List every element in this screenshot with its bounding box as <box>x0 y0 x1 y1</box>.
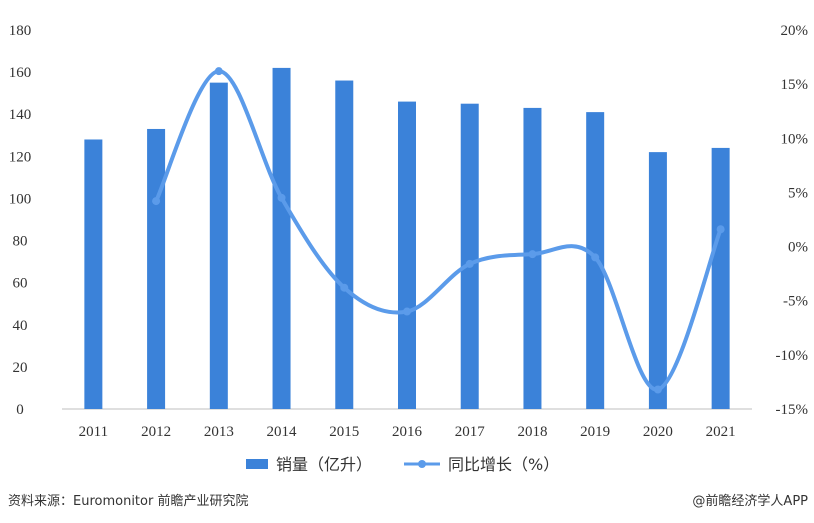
growth-point-2018 <box>528 250 537 259</box>
left-tick-label: 60 <box>13 276 28 292</box>
right-tick-label: -10% <box>776 348 809 364</box>
bar-2012 <box>147 128 166 409</box>
x-tick-label: 2019 <box>580 424 610 440</box>
growth-point-2013 <box>214 67 223 76</box>
left-tick-label: 160 <box>9 65 32 81</box>
x-tick-label: 2020 <box>643 424 673 440</box>
bar-2017 <box>460 103 479 409</box>
credit-note: @前瞻经济学人APP <box>692 493 808 509</box>
right-tick-label: 10% <box>781 131 809 147</box>
x-tick-label: 2014 <box>267 424 298 440</box>
legend-line-marker <box>418 460 426 468</box>
bar-2015 <box>335 80 354 410</box>
right-tick-label: -15% <box>776 402 809 418</box>
right-tick-label: -5% <box>783 294 808 310</box>
left-tick-label: 180 <box>9 23 32 39</box>
legend-bar-swatch <box>246 459 268 469</box>
right-tick-label: 5% <box>788 185 808 201</box>
growth-point-2014 <box>277 193 286 202</box>
x-tick-label: 2016 <box>392 424 423 440</box>
x-axis: 2011 2012 2013 2014 2015 2016 2017 2018 2019 2020… <box>79 424 736 440</box>
growth-point-2019 <box>591 253 600 262</box>
left-tick-label: 120 <box>9 149 32 165</box>
left-tick-label: 20 <box>13 360 28 376</box>
x-tick-label: 2021 <box>706 424 736 440</box>
right-tick-label: 20% <box>781 23 809 39</box>
bar-2013 <box>209 82 228 409</box>
left-axis: 0 20 40 60 80 100 120 140 160 180 <box>9 23 32 418</box>
x-tick-label: 2017 <box>455 424 486 440</box>
bar-2016 <box>398 101 416 409</box>
growth-point-2015 <box>340 283 349 292</box>
left-tick-label: 140 <box>9 107 32 123</box>
source-note: 资料来源：Euromonitor 前瞻产业研究院 <box>8 493 248 509</box>
x-tick-label: 2015 <box>329 424 359 440</box>
left-tick-label: 40 <box>13 318 28 334</box>
left-tick-label: 100 <box>9 191 32 207</box>
bar-2014 <box>272 67 291 410</box>
bar-2021 <box>711 147 730 409</box>
legend-line-label: 同比增长（%） <box>448 455 559 474</box>
growth-line <box>154 69 723 392</box>
x-tick-label: 2012 <box>141 424 171 440</box>
growth-point-2017 <box>465 259 474 268</box>
growth-point-2012 <box>152 197 161 206</box>
legend-bar-label: 销量（亿升） <box>276 455 372 474</box>
right-tick-label: 0% <box>788 240 808 256</box>
legend: 销量（亿升） 同比增长（%） <box>246 455 559 474</box>
growth-point-2020 <box>653 385 662 394</box>
growth-point-2016 <box>403 307 411 316</box>
x-tick-label: 2013 <box>204 424 234 440</box>
bar-series <box>84 67 730 410</box>
growth-point-2021 <box>716 225 725 234</box>
line-series <box>152 67 725 394</box>
x-tick-label: 2018 <box>517 424 547 440</box>
left-tick-label: 0 <box>16 402 24 418</box>
left-tick-label: 80 <box>13 234 28 250</box>
bar-2020 <box>648 152 667 409</box>
right-tick-label: 15% <box>781 77 809 93</box>
right-axis: -15% -10% -5% 0% 5% 10% 15% 20% <box>776 23 809 418</box>
x-tick-label: 2011 <box>79 424 108 440</box>
bar-2018 <box>523 107 542 410</box>
bar-2011 <box>84 139 103 409</box>
